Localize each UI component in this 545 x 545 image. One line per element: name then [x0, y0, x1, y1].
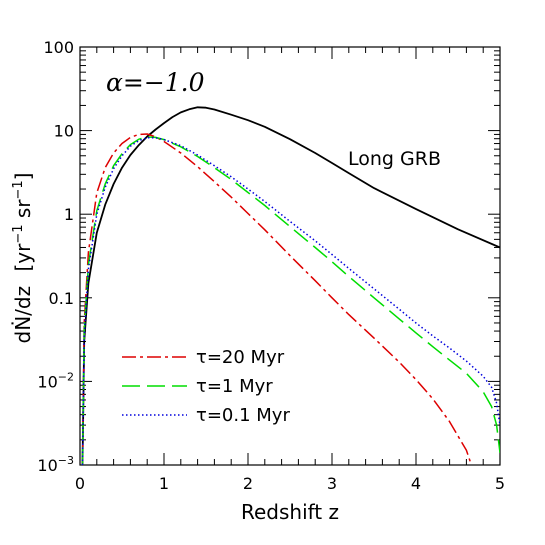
y-tick-label-base: 10: [37, 456, 57, 475]
x-tick-label: 2: [243, 474, 253, 493]
y-tick-label-base: 0.1: [49, 289, 74, 308]
y-tick-label: 1: [64, 205, 74, 224]
y-tick-label-exp: −2: [58, 370, 74, 383]
legend-label-1: τ=20 Myr: [196, 347, 285, 368]
legend-label-2: τ=1 Myr: [196, 376, 273, 397]
plot-frame: [79, 46, 501, 466]
y-tick-label: 10−3: [37, 454, 74, 475]
y-tick-label-base: 10: [37, 372, 57, 391]
x-tick-labels: 0 1 2 3 4 5: [75, 474, 505, 493]
y-axis-label-exp2: −1: [11, 180, 26, 199]
y-axis-label-mid: sr: [11, 199, 35, 225]
series-layer: [81, 106, 500, 465]
x-tick-label: 5: [495, 474, 505, 493]
series-line-1: [81, 133, 473, 465]
y-tick-label-exp: −3: [58, 454, 74, 467]
axis-ticks: [79, 46, 501, 466]
y-tick-label-base: 1: [64, 205, 74, 224]
y-axis-label-open: [yr: [11, 243, 35, 272]
series-line-2: [81, 136, 500, 465]
x-tick-label: 1: [159, 474, 169, 493]
y-tick-label-base: 100: [43, 38, 74, 57]
x-tick-label: 4: [411, 474, 421, 493]
legend-label-3: τ=0.1 Myr: [196, 405, 290, 426]
legend: τ=20 Myr τ=1 Myr τ=0.1 Myr: [122, 347, 290, 426]
x-tick-label: 0: [75, 474, 85, 493]
x-tick-label: 3: [327, 474, 337, 493]
y-tick-label: 10−2: [37, 370, 74, 391]
y-tick-label: 10: [54, 122, 74, 141]
y-axis-label: dṄ/dz [yr−1 sr−1]: [11, 173, 35, 344]
series-line-3: [81, 137, 500, 465]
y-axis-label-main: dṄ/dz: [11, 286, 35, 344]
x-axis-label: Redshift z: [241, 500, 339, 524]
y-tick-label-base: 10: [54, 122, 74, 141]
y-tick-label: 100: [43, 38, 74, 57]
y-axis-label-exp1: −1: [11, 224, 26, 243]
long-grb-annotation: Long GRB: [348, 148, 441, 170]
y-axis-label-close: ]: [11, 173, 35, 181]
y-tick-label: 0.1: [49, 289, 74, 308]
series-line-0: [81, 106, 500, 465]
alpha-annotation: α=−1.0: [106, 68, 205, 97]
